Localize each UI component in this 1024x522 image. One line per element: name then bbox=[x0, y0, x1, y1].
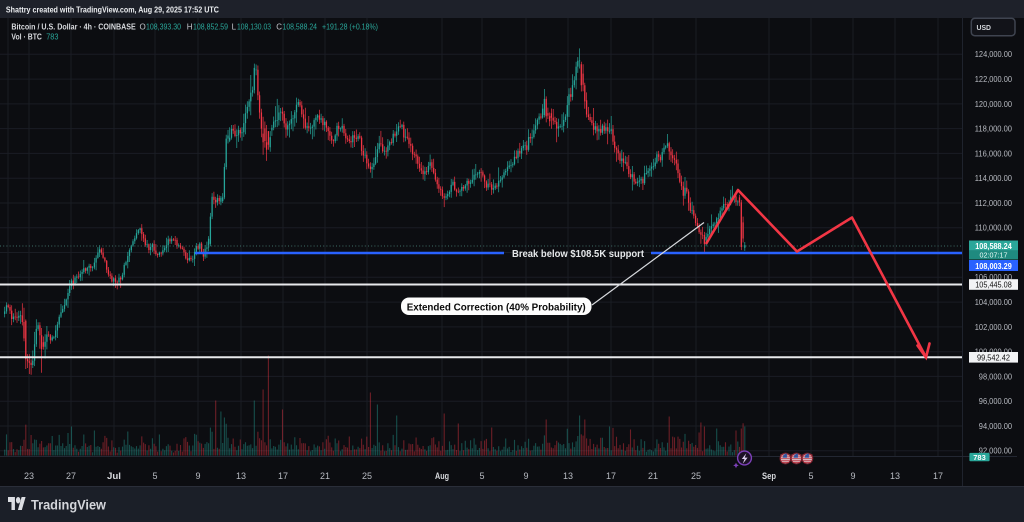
svg-text:96,000.00: 96,000.00 bbox=[979, 397, 1013, 406]
svg-text:108,588.24: 108,588.24 bbox=[975, 241, 1012, 251]
svg-text:Jul: Jul bbox=[107, 471, 121, 482]
svg-text:13: 13 bbox=[563, 471, 573, 481]
svg-text:108,130.03: 108,130.03 bbox=[237, 23, 271, 32]
svg-text:25: 25 bbox=[691, 471, 701, 481]
svg-text:23: 23 bbox=[24, 471, 34, 481]
svg-text:+191.28 (+0.18%): +191.28 (+0.18%) bbox=[322, 23, 378, 32]
svg-text:108,393.30: 108,393.30 bbox=[146, 23, 181, 32]
svg-text:122,000.00: 122,000.00 bbox=[975, 75, 1013, 84]
svg-text:783: 783 bbox=[46, 33, 59, 42]
svg-text:9: 9 bbox=[523, 471, 528, 481]
svg-text:110,000.00: 110,000.00 bbox=[975, 224, 1013, 233]
svg-text:104,000.00: 104,000.00 bbox=[975, 298, 1013, 307]
svg-text:Shattry created with TradingVi: Shattry created with TradingView.com, Au… bbox=[6, 5, 219, 15]
svg-text:108,588.24: 108,588.24 bbox=[283, 23, 318, 32]
svg-text:Sep: Sep bbox=[762, 471, 776, 482]
svg-text:O: O bbox=[140, 23, 146, 32]
svg-text:21: 21 bbox=[320, 471, 330, 481]
svg-text:C: C bbox=[276, 23, 282, 32]
svg-text:108,003.29: 108,003.29 bbox=[975, 261, 1012, 271]
svg-text:102,000.00: 102,000.00 bbox=[975, 323, 1013, 332]
svg-text:92,000.00: 92,000.00 bbox=[979, 447, 1013, 456]
svg-text:17: 17 bbox=[933, 471, 943, 481]
svg-text:Extended Correction (40% Proba: Extended Correction (40% Probability) bbox=[407, 303, 586, 314]
svg-text:118,000.00: 118,000.00 bbox=[975, 125, 1013, 134]
svg-text:108,852.59: 108,852.59 bbox=[193, 23, 228, 32]
svg-text:9: 9 bbox=[195, 471, 200, 481]
svg-text:124,000.00: 124,000.00 bbox=[975, 50, 1013, 59]
svg-text:783: 783 bbox=[973, 453, 986, 462]
svg-text:27: 27 bbox=[66, 471, 76, 481]
svg-text:13: 13 bbox=[236, 471, 246, 481]
svg-text:H: H bbox=[187, 23, 193, 32]
svg-text:114,000.00: 114,000.00 bbox=[975, 174, 1013, 183]
svg-text:02:07:17: 02:07:17 bbox=[980, 251, 1008, 260]
svg-text:5: 5 bbox=[479, 471, 484, 481]
svg-text:L: L bbox=[232, 23, 237, 32]
svg-text:Aug: Aug bbox=[435, 471, 449, 482]
svg-text:5: 5 bbox=[808, 471, 813, 481]
svg-text:Break below $108.5K support: Break below $108.5K support bbox=[512, 249, 645, 260]
svg-text:17: 17 bbox=[278, 471, 288, 481]
svg-text:TradingView: TradingView bbox=[31, 497, 106, 513]
svg-text:120,000.00: 120,000.00 bbox=[975, 100, 1013, 109]
svg-text:116,000.00: 116,000.00 bbox=[975, 149, 1013, 158]
svg-text:106,000.00: 106,000.00 bbox=[975, 273, 1013, 282]
svg-text:21: 21 bbox=[648, 471, 658, 481]
svg-text:94,000.00: 94,000.00 bbox=[979, 422, 1013, 431]
svg-text:13: 13 bbox=[890, 471, 900, 481]
svg-text:Bitcoin / U.S. Dollar · 4h · C: Bitcoin / U.S. Dollar · 4h · COINBASE bbox=[11, 23, 136, 32]
svg-text:98,000.00: 98,000.00 bbox=[979, 372, 1013, 381]
svg-text:5: 5 bbox=[152, 471, 157, 481]
svg-text:17: 17 bbox=[606, 471, 616, 481]
svg-text:105,445.08: 105,445.08 bbox=[975, 280, 1012, 290]
svg-text:112,000.00: 112,000.00 bbox=[975, 199, 1013, 208]
svg-text:USD: USD bbox=[977, 23, 992, 32]
svg-text:25: 25 bbox=[362, 471, 372, 481]
svg-text:9: 9 bbox=[850, 471, 855, 481]
svg-text:99,542.42: 99,542.42 bbox=[977, 352, 1010, 362]
svg-text:Vol · BTC: Vol · BTC bbox=[11, 33, 42, 42]
